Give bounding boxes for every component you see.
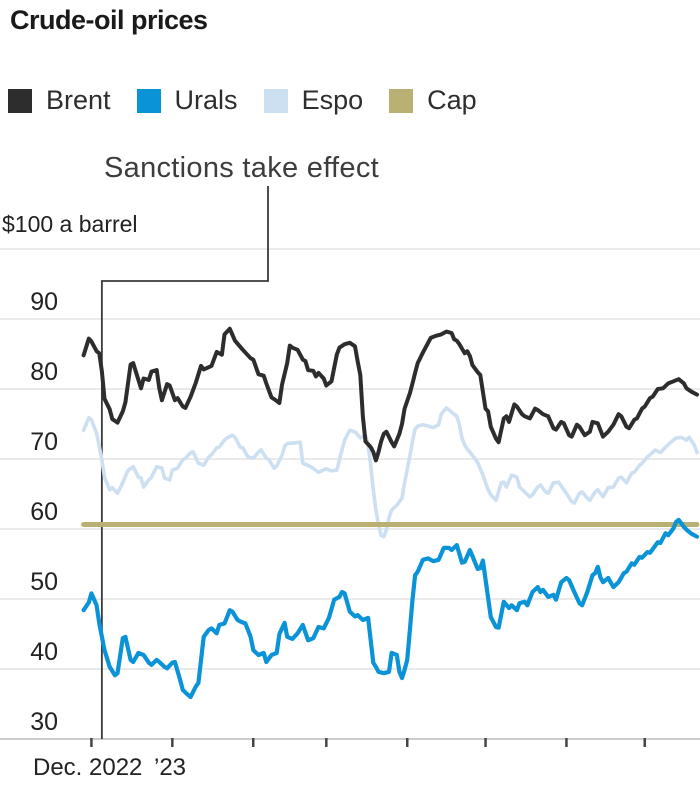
chart-legend: Brent Urals Espo Cap	[8, 85, 477, 116]
cap-swatch-icon	[389, 88, 414, 113]
legend-label-brent: Brent	[46, 85, 111, 115]
legend-item-cap: Cap	[389, 85, 477, 116]
series-line-espo	[81, 406, 699, 539]
legend-label-cap: Cap	[427, 85, 477, 115]
legend-item-espo: Espo	[263, 85, 364, 116]
brent-swatch-icon	[8, 88, 32, 113]
urals-swatch-icon	[136, 88, 161, 113]
y-tick-label-90: 90	[30, 288, 58, 316]
series-line-brent	[81, 326, 699, 463]
y-tick-label-70: 70	[30, 428, 58, 456]
legend-item-brent: Brent	[8, 85, 111, 116]
x-axis-label-year-23: ’23	[154, 754, 187, 781]
series-line-urals	[81, 517, 700, 700]
y-tick-label-60: 60	[30, 498, 58, 526]
page-title: Crude-oil prices	[10, 5, 208, 35]
y-tick-label-30: 30	[30, 708, 58, 736]
y-tick-label-40: 40	[30, 638, 58, 666]
y-axis-unit-label: $100 a barrel	[2, 211, 138, 237]
espo-swatch-icon	[263, 88, 288, 113]
legend-label-urals: Urals	[174, 85, 238, 115]
sanctions-annotation-label: Sanctions take effect	[104, 152, 379, 184]
legend-label-espo: Espo	[301, 85, 364, 115]
sanctions-callout-line	[100, 186, 269, 739]
y-tick-label-80: 80	[30, 358, 58, 386]
y-tick-label-50: 50	[30, 568, 58, 596]
x-axis-label-dec-2022: Dec. 2022	[33, 754, 143, 781]
legend-item-urals: Urals	[136, 85, 238, 116]
